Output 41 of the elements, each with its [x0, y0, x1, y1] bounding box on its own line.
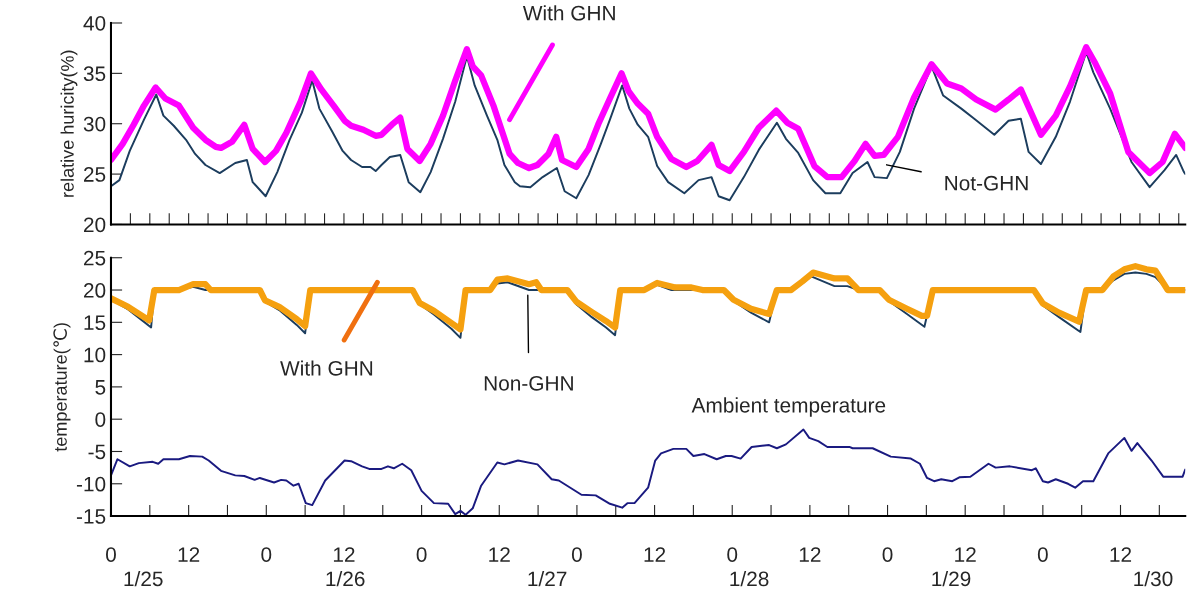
x-tick-label: 0: [727, 547, 738, 562]
x-tick-label: 12: [799, 547, 821, 562]
y-tick-label: 35: [83, 66, 106, 82]
text: 1/25: [124, 570, 163, 587]
y-tick-label: 25: [84, 167, 106, 182]
text: With GHN: [280, 360, 373, 376]
series-label: Not-GHN: [945, 175, 1028, 191]
text: 1/28: [730, 570, 769, 587]
text: 1/30: [1134, 570, 1173, 587]
x-tick-label: 12: [178, 547, 200, 562]
y-tick-label: -5: [88, 444, 106, 460]
text: Non-GHN: [484, 375, 573, 391]
y-tick-label: 40: [83, 15, 106, 31]
y-axis-title: temperature(℃): [53, 323, 71, 452]
x-tick-label: 0: [106, 547, 116, 562]
x-tick-label: 12: [489, 547, 510, 562]
y-tick-label: 30: [83, 116, 106, 132]
x-tick-label: 12: [644, 547, 666, 562]
y-tick-label: -15: [76, 509, 106, 524]
text: 1/29: [932, 570, 971, 587]
y-tick-label: 20: [84, 283, 106, 298]
x-tick-label: 0: [571, 547, 582, 562]
x-tick-label: 12: [1110, 547, 1132, 562]
text: 1/27: [528, 570, 567, 587]
x-tick-label: 0: [882, 547, 893, 562]
y-tick-label: 25: [84, 250, 106, 266]
text: With GHN: [522, 5, 615, 21]
x-tick-label: 0: [261, 547, 272, 562]
text: 1/26: [326, 570, 365, 587]
x-tick-label: 12: [333, 547, 355, 562]
y-axis-title: relative huricity(%): [60, 50, 78, 197]
y-tick-label: 0: [95, 412, 106, 427]
x-tick-label: 0: [416, 547, 427, 562]
x-tick-label: 0: [1037, 547, 1048, 562]
y-tick-label: -10: [76, 476, 106, 492]
y-tick-label: 20: [84, 217, 106, 233]
y-tick-label: 5: [95, 380, 106, 395]
y-tick-label: 15: [84, 315, 106, 331]
y-tick-label: 10: [84, 347, 106, 363]
series-label: Ambient temperature: [691, 397, 886, 417]
x-tick-label: 12: [955, 547, 976, 562]
